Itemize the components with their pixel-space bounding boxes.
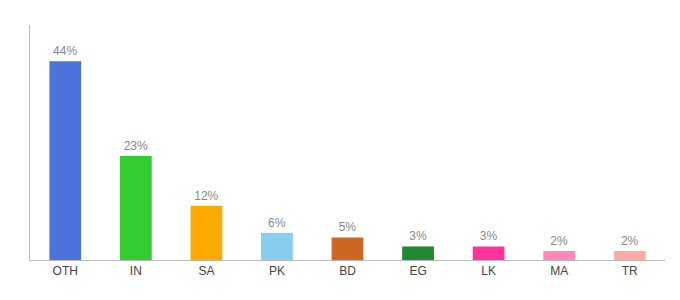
svg-text:3%: 3% [480,229,498,243]
svg-text:6%: 6% [268,216,286,230]
svg-text:TR: TR [622,264,638,278]
svg-text:2%: 2% [550,234,568,248]
svg-text:LK: LK [481,264,496,278]
svg-text:12%: 12% [194,189,218,203]
svg-text:MA: MA [550,264,568,278]
svg-text:PK: PK [269,264,285,278]
svg-text:5%: 5% [339,220,357,234]
svg-text:BD: BD [339,264,356,278]
svg-text:OTH: OTH [53,264,78,278]
svg-text:3%: 3% [409,229,427,243]
svg-text:2%: 2% [621,234,639,248]
svg-text:SA: SA [198,264,214,278]
svg-text:44%: 44% [53,44,77,58]
svg-text:23%: 23% [124,139,148,153]
svg-text:EG: EG [409,264,426,278]
svg-text:IN: IN [130,264,142,278]
